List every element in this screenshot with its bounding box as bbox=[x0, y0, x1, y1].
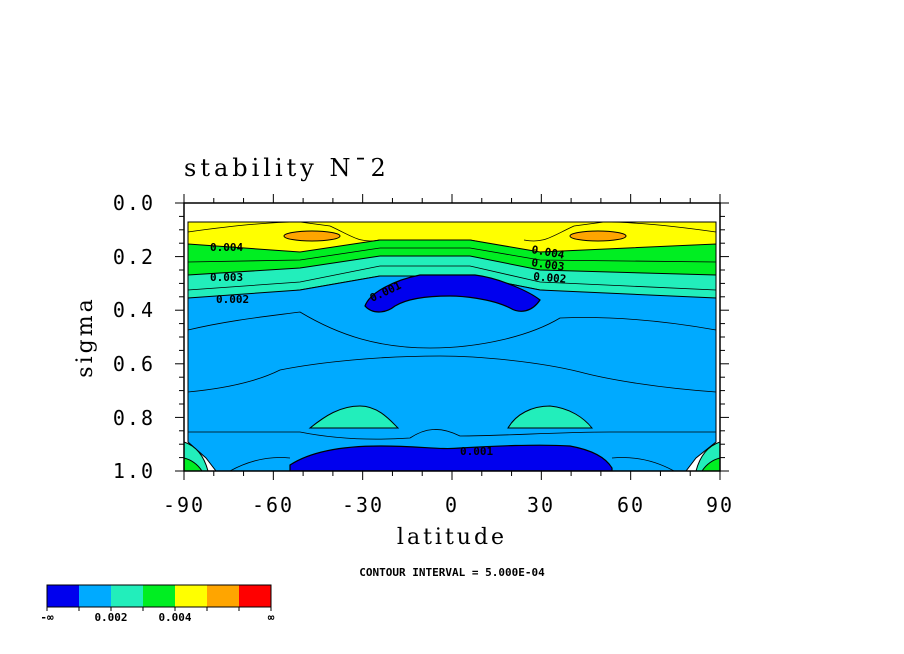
colorbar-frame bbox=[46, 584, 272, 608]
contour-labels: 0.004 0.003 0.002 0.004 0.003 0.002 0.00… bbox=[210, 241, 567, 458]
colorbar-swatch bbox=[175, 585, 207, 607]
lower-right-teal-patch bbox=[507, 405, 594, 429]
y-tick-label: 0.4 bbox=[113, 298, 155, 322]
contour-interval-note: CONTOUR INTERVAL = 5.000E-04 bbox=[359, 566, 545, 579]
x-tick-label: -30 bbox=[342, 493, 384, 517]
lower-minimum-dark-blue bbox=[289, 444, 613, 471]
y-tick-label: 0.2 bbox=[113, 245, 155, 269]
colorbar-swatch bbox=[239, 585, 271, 607]
contour-label: 0.001 bbox=[460, 445, 493, 458]
y-tick-labels: 0.0 0.2 0.4 0.6 0.8 1.0 bbox=[113, 191, 155, 483]
colorbar-swatch bbox=[207, 585, 239, 607]
y-axis-title: sigma bbox=[73, 296, 98, 377]
x-tick-label: 30 bbox=[527, 493, 555, 517]
upper-minimum-dark-blue bbox=[364, 274, 541, 313]
x-tick-labels: -90 -60 -30 0 30 60 90 bbox=[163, 493, 734, 517]
thin-contour-lines bbox=[187, 221, 717, 471]
x-tick-label: 90 bbox=[706, 493, 734, 517]
colorbar-label: -∞ bbox=[40, 611, 54, 624]
colorbar-labels: -∞ 0.002 0.004 ∞ bbox=[40, 611, 274, 624]
x-tick-label: 60 bbox=[617, 493, 645, 517]
colorbar-swatch bbox=[47, 585, 79, 607]
contour-label: 0.002 bbox=[533, 270, 567, 286]
bottom-right-corner-green bbox=[701, 457, 720, 471]
contour-label: 0.004 bbox=[210, 241, 243, 254]
colorbar-swatch bbox=[111, 585, 143, 607]
contour-label: 0.004 bbox=[530, 243, 565, 262]
y-tick-label: 0.8 bbox=[113, 406, 155, 430]
y-tick-label: 1.0 bbox=[113, 459, 155, 483]
colorbar-swatch bbox=[143, 585, 175, 607]
chart-title: stability N¯2 bbox=[184, 154, 390, 182]
axis-ticks bbox=[175, 194, 729, 480]
x-tick-label: -90 bbox=[163, 493, 205, 517]
upper-left-maximum-orange bbox=[283, 230, 341, 242]
colorbar-label: 0.004 bbox=[158, 611, 191, 624]
x-tick-label: -60 bbox=[252, 493, 294, 517]
contour-label: 0.002 bbox=[216, 293, 249, 306]
colorbar-swatch bbox=[79, 585, 111, 607]
colorbar-label: ∞ bbox=[268, 611, 275, 624]
plot-area bbox=[184, 203, 720, 471]
x-tick-label: 0 bbox=[445, 493, 459, 517]
x-axis-title: latitude bbox=[397, 525, 507, 550]
contour-label: 0.003 bbox=[210, 271, 243, 284]
lower-left-teal-patch bbox=[308, 405, 400, 429]
colorbar-label: 0.002 bbox=[94, 611, 127, 624]
y-tick-label: 0.0 bbox=[113, 191, 155, 215]
bottom-left-corner-green bbox=[184, 457, 203, 471]
y-tick-label: 0.6 bbox=[113, 352, 155, 376]
upper-right-maximum-orange bbox=[569, 230, 627, 242]
colorbar bbox=[46, 584, 272, 611]
stability-blue-region bbox=[187, 275, 717, 471]
contour-label: 0.003 bbox=[531, 256, 566, 273]
